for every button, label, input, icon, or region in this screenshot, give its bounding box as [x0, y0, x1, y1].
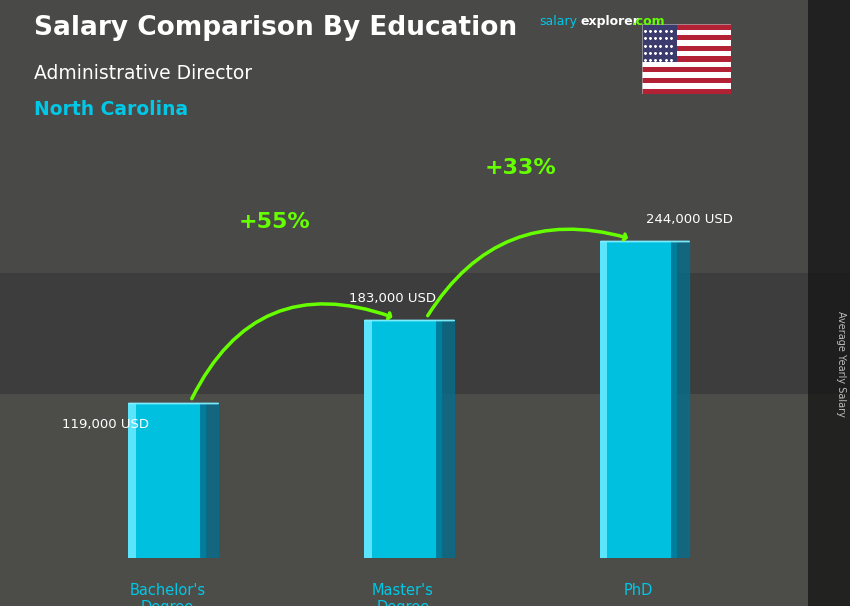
Text: 244,000 USD: 244,000 USD — [646, 213, 734, 226]
Bar — [642, 78, 731, 83]
FancyArrowPatch shape — [192, 304, 390, 399]
FancyArrowPatch shape — [428, 229, 626, 316]
Bar — [364, 320, 442, 558]
Text: 183,000 USD: 183,000 USD — [349, 292, 436, 305]
Bar — [642, 51, 731, 56]
Text: PhD: PhD — [624, 583, 654, 598]
Text: 119,000 USD: 119,000 USD — [62, 418, 150, 431]
Bar — [642, 35, 731, 41]
Bar — [200, 403, 207, 558]
Text: .com: .com — [632, 15, 666, 28]
Text: explorer: explorer — [581, 15, 639, 28]
Bar — [642, 67, 731, 73]
Bar — [642, 56, 731, 62]
Bar — [642, 24, 731, 30]
Bar — [0, 394, 850, 606]
Text: Administrative Director: Administrative Director — [34, 64, 252, 82]
Bar — [599, 241, 677, 558]
Polygon shape — [207, 403, 218, 558]
Polygon shape — [442, 320, 454, 558]
Text: Average Yearly Salary: Average Yearly Salary — [836, 311, 846, 416]
Bar — [435, 320, 442, 558]
Bar — [642, 83, 731, 88]
Bar — [128, 403, 207, 558]
Bar — [0, 0, 850, 273]
Bar — [128, 403, 136, 558]
Polygon shape — [677, 241, 689, 558]
Text: Master's
Degree: Master's Degree — [372, 583, 434, 606]
Text: +55%: +55% — [239, 211, 310, 231]
Bar — [642, 24, 677, 62]
Bar — [642, 88, 731, 94]
Text: Salary Comparison By Education: Salary Comparison By Education — [34, 15, 517, 41]
Bar — [642, 30, 731, 35]
Text: salary: salary — [540, 15, 578, 28]
Bar — [808, 0, 850, 606]
Bar — [364, 320, 371, 558]
Text: North Carolina: North Carolina — [34, 100, 188, 119]
Bar — [672, 241, 677, 558]
Bar — [642, 62, 731, 67]
Bar — [599, 241, 608, 558]
Text: Bachelor's
Degree: Bachelor's Degree — [129, 583, 205, 606]
Text: +33%: +33% — [484, 158, 557, 178]
Bar — [642, 73, 731, 78]
Bar — [642, 45, 731, 51]
Bar — [642, 41, 731, 45]
